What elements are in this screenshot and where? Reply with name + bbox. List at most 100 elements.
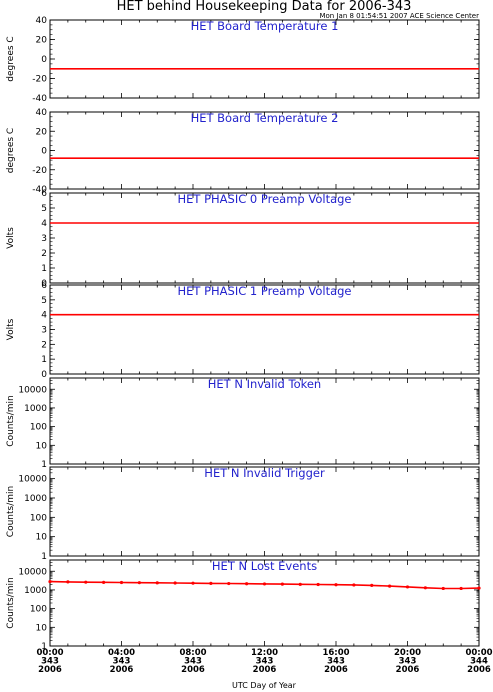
- data-point: [441, 586, 445, 591]
- panel-1: -40 -20 0 20 40 degrees C HET Board Temperatur…: [6, 16, 480, 104]
- y-tick-label: 2: [41, 340, 47, 350]
- y-tick-label: 10000: [18, 567, 47, 577]
- data-point: [119, 580, 124, 585]
- y-tick-label: 2: [41, 249, 47, 259]
- panel-2: -40 -20 0 20 40 degrees C HET Board Temperatur…: [6, 108, 480, 195]
- x-tick-label-line: 00:00: [36, 648, 63, 658]
- y-tick-label: 40: [36, 16, 48, 26]
- data-point: [102, 580, 106, 584]
- y-tick-label: 1: [41, 355, 47, 365]
- data-point: [316, 582, 320, 587]
- x-tick-label-line: 12:00: [251, 648, 278, 658]
- x-tick-label-line: 343: [327, 657, 345, 667]
- panel-title: HET N Lost Events: [212, 559, 317, 573]
- y-axis-label: Counts/min: [6, 577, 16, 628]
- y-tick-label: -40: [32, 94, 47, 104]
- data-point: [209, 581, 213, 585]
- x-tick-label: 08:00 343 2006: [179, 648, 206, 675]
- y-tick-label: 1000: [24, 494, 47, 504]
- y-tick-label: 1: [41, 460, 47, 470]
- y-tick-label: 5: [41, 296, 47, 306]
- y-axis-label: Volts: [6, 318, 16, 340]
- y-axis-label: degrees C: [6, 36, 16, 81]
- y-tick-label: 4: [41, 311, 47, 321]
- x-tick-label: 16:00 343 2006: [322, 648, 349, 675]
- x-tick-label-line: 343: [184, 657, 202, 667]
- y-tick-label: 100: [30, 605, 47, 615]
- panel-title: HET Board Temperature 1: [191, 19, 339, 33]
- x-tick-label-line: 2006: [324, 665, 348, 675]
- data-point: [477, 586, 481, 590]
- x-tick-label-line: 343: [113, 657, 131, 667]
- y-tick-label: 5: [41, 204, 47, 214]
- panel-3: 0 1 2 3 4 5 6 Volts HET PHASIC 0 Preamp Voltage: [6, 189, 480, 289]
- data-point: [334, 583, 338, 587]
- x-tick-label-line: 343: [41, 657, 59, 667]
- data-point: [173, 581, 177, 585]
- panel-title: HET N Invalid Trigger: [204, 466, 325, 480]
- y-tick-label: -20: [32, 166, 47, 176]
- y-tick-label: 0: [41, 55, 47, 65]
- x-tick-label-line: 00:00: [465, 648, 492, 658]
- y-axis-label: Counts/min: [6, 395, 16, 446]
- data-point: [227, 581, 231, 586]
- y-tick-label: 1000: [24, 404, 47, 414]
- data-point: [388, 584, 392, 588]
- data-point: [262, 582, 267, 586]
- y-tick-label: 10: [36, 441, 48, 451]
- panel-frame: [49, 466, 480, 557]
- data-point: [137, 581, 141, 585]
- y-tick-label: 1: [41, 642, 47, 652]
- data-point: [423, 586, 427, 590]
- data-point: [66, 580, 70, 584]
- y-tick-label: 3: [41, 326, 47, 336]
- y-tick-label: 100: [30, 513, 47, 523]
- x-tick-label-line: 20:00: [394, 648, 421, 658]
- y-tick-label: 0: [41, 370, 47, 380]
- y-tick-label: 4: [41, 219, 47, 229]
- x-tick-label-line: 343: [256, 657, 274, 667]
- x-tick-label: 20:00 343 2006: [394, 648, 421, 675]
- y-tick-label: 0: [41, 279, 47, 289]
- x-tick-label-line: 16:00: [322, 648, 349, 658]
- x-tick-label-line: 2006: [38, 665, 62, 675]
- y-tick-label: 0: [41, 147, 47, 157]
- y-tick-label: 100: [30, 423, 47, 433]
- x-tick-label: 12:00 343 2006: [251, 648, 278, 675]
- x-tick-label-line: 2006: [181, 665, 205, 675]
- x-tick-label: 00:00 344 2006: [465, 648, 492, 675]
- y-tick-label: -40: [32, 185, 47, 195]
- x-tick-label: 00:00 343 2006: [36, 648, 63, 675]
- y-tick-label: 6: [41, 281, 47, 291]
- data-point: [370, 583, 374, 587]
- x-tick-label-line: 344: [470, 657, 488, 667]
- x-axis-label: UTC Day of Year: [232, 681, 297, 690]
- data-point: [245, 582, 249, 586]
- y-tick-label: 1000: [24, 586, 47, 596]
- x-tick-label-line: 08:00: [179, 648, 206, 658]
- panel-title: HET N Invalid Token: [208, 377, 321, 391]
- y-tick-label: 1: [41, 264, 47, 274]
- panel-frame: [49, 192, 480, 284]
- y-axis-label: Volts: [6, 227, 16, 249]
- y-tick-label: 10: [36, 533, 48, 543]
- y-tick-label: -20: [32, 75, 47, 85]
- y-tick-label: 10000: [18, 475, 47, 485]
- x-tick-label-line: 343: [399, 657, 417, 667]
- y-tick-label: 3: [41, 234, 47, 244]
- y-tick-label: 10000: [18, 385, 47, 395]
- data-point: [459, 586, 463, 591]
- panel-4: 0 1 2 3 4 5 6 Volts HET PHASIC 1 Preamp Voltage: [6, 281, 480, 380]
- x-tick-label-line: 04:00: [108, 648, 135, 658]
- panel-title: HET PHASIC 0 Preamp Voltage: [177, 192, 351, 206]
- panel-title: HET Board Temperature 2: [191, 111, 339, 125]
- x-tick-label-line: 2006: [467, 665, 491, 675]
- x-tick-label-line: 2006: [110, 665, 134, 675]
- y-axis-label: degrees C: [6, 128, 16, 173]
- figure-title: HET behind Housekeeping Data for 2006-34…: [117, 0, 412, 14]
- data-point: [280, 582, 284, 586]
